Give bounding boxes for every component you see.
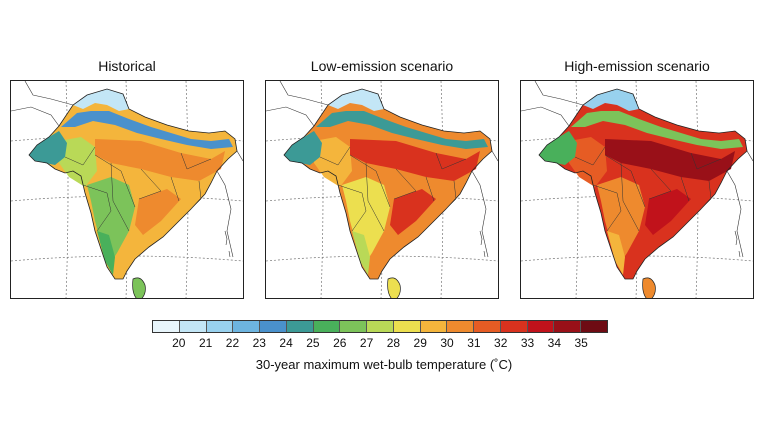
temperature-field <box>284 89 492 279</box>
colorbar-swatch <box>340 321 368 332</box>
panel-title-high-emission: High-emission scenario <box>564 58 710 74</box>
colorbar-swatch <box>367 321 394 332</box>
colorbar-tick-label: 32 <box>494 336 508 350</box>
panel-title-historical: Historical <box>98 58 156 74</box>
colorbar-swatch <box>313 321 341 332</box>
neighbour-borders <box>266 81 498 258</box>
colorbar-tick-label: 25 <box>306 336 320 350</box>
region-east-coast <box>135 189 181 235</box>
region-deccan <box>597 177 645 265</box>
region-western-india <box>569 137 607 187</box>
andaman-islands <box>734 230 741 258</box>
colorbar-swatch <box>581 321 608 332</box>
colorbar-swatch <box>500 321 528 332</box>
colorbar-swatch <box>420 321 448 332</box>
region-tibet <box>328 89 384 111</box>
region-western-plateau <box>29 131 67 165</box>
colorbar-swatch <box>179 321 207 332</box>
map-panel-high-emission <box>520 80 754 299</box>
colorbar-tick-label: 31 <box>467 336 481 350</box>
region-gangetic-plain <box>350 139 480 181</box>
state-borders <box>64 146 212 232</box>
colorbar-tick-label: 30 <box>440 336 454 350</box>
temperature-field <box>539 89 747 279</box>
region-east-coast <box>390 189 436 235</box>
region-tibet <box>583 89 639 111</box>
colorbar-tick-label: 26 <box>333 336 347 350</box>
colorbar-label: 30-year maximum wet-bulb temperature (˚C… <box>255 357 513 372</box>
region-western-india <box>314 137 352 187</box>
map-svg <box>11 81 243 298</box>
region-himalaya-belt <box>61 111 233 149</box>
region-east-coast <box>645 189 691 235</box>
panel-title-low-emission: Low-emission scenario <box>310 58 454 74</box>
region-gangetic-plain <box>605 139 735 181</box>
region-western-india <box>59 137 97 187</box>
colorbar-tick-label: 20 <box>172 336 186 350</box>
colorbar-tick-label: 29 <box>413 336 427 350</box>
region-deccan <box>87 177 135 265</box>
colorbar-ticks: 20 21 22 23 24 25 26 27 28 29 30 31 32 33 34 35 <box>152 336 608 352</box>
colorbar-swatch <box>206 321 234 332</box>
neighbour-borders <box>521 81 753 258</box>
region-tibet <box>73 89 129 111</box>
region-western-ghats <box>352 231 370 275</box>
temperature-field <box>29 89 237 279</box>
region-sri-lanka <box>642 277 656 298</box>
region-western-ghats <box>97 231 115 275</box>
colorbar <box>152 320 608 333</box>
neighbour-borders <box>11 81 243 258</box>
map-svg <box>521 81 753 298</box>
region-sri-lanka <box>387 277 401 298</box>
state-borders <box>319 146 467 232</box>
region-himalaya-belt <box>571 111 743 149</box>
andaman-islands <box>479 230 486 258</box>
colorbar-tick-label: 24 <box>279 336 293 350</box>
colorbar-tick-label: 34 <box>547 336 562 350</box>
state-borders <box>574 146 722 232</box>
colorbar-swatch <box>393 321 421 332</box>
region-deccan <box>342 177 390 265</box>
colorbar-swatch <box>286 321 314 332</box>
colorbar-swatch <box>260 321 287 332</box>
colorbar-tick-label: 27 <box>359 336 374 350</box>
colorbar-swatch <box>447 321 475 332</box>
region-western-plateau <box>284 131 322 165</box>
region-himalaya-belt <box>316 111 488 149</box>
colorbar-tick-label: 21 <box>198 336 213 350</box>
andaman-islands <box>224 230 231 258</box>
colorbar-tick-label: 22 <box>225 336 240 350</box>
colorbar-tick-label: 35 <box>574 336 588 350</box>
region-sri-lanka <box>132 277 146 298</box>
colorbar-swatch <box>554 321 582 332</box>
map-panel-low-emission <box>265 80 499 299</box>
map-panel-historical <box>10 80 244 299</box>
colorbar-tick-label: 28 <box>386 336 401 350</box>
colorbar-tick-label: 23 <box>252 336 266 350</box>
colorbar-swatch <box>474 321 501 332</box>
colorbar-swatch <box>233 321 261 332</box>
region-gangetic-plain <box>95 139 225 181</box>
region-land <box>29 89 237 279</box>
region-land <box>284 89 492 279</box>
region-western-plateau <box>539 131 577 165</box>
map-svg <box>266 81 498 298</box>
region-land <box>539 89 747 279</box>
region-western-ghats <box>607 231 625 275</box>
colorbar-swatch <box>153 321 180 332</box>
colorbar-swatch <box>527 321 555 332</box>
colorbar-tick-label: 33 <box>520 336 535 350</box>
